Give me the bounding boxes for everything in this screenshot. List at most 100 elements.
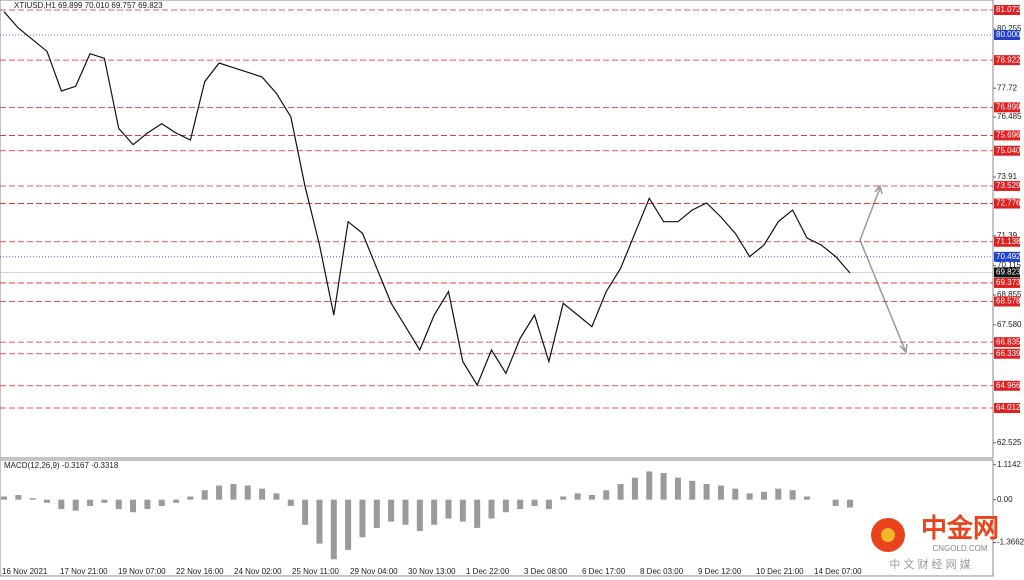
macd-bar — [416, 499, 423, 532]
macd-bar — [474, 499, 481, 528]
macd-tick-label: 0.00 — [997, 495, 1013, 504]
blue-level-label: 70.492 — [996, 252, 1021, 261]
current-price-box — [994, 267, 1020, 278]
projection-arrows — [859, 184, 908, 354]
macd-bar — [703, 483, 710, 500]
macd-bar — [87, 499, 94, 506]
macd-bar — [717, 485, 724, 500]
y-tick-label: 71.39 — [997, 231, 1018, 240]
red-level-label-box — [994, 403, 1020, 414]
macd-bar — [230, 483, 237, 500]
logo-core — [881, 528, 895, 542]
macd-bar — [488, 499, 495, 519]
red-level-label-box — [994, 102, 1020, 113]
red-level-label: 66.835 — [996, 337, 1021, 346]
macd-bar — [144, 499, 151, 510]
macd-bar — [273, 493, 280, 500]
macd-bar — [244, 485, 251, 500]
macd-bar — [259, 488, 266, 500]
red-level-label: 75.040 — [996, 146, 1021, 155]
current-price-label: 69.823 — [996, 268, 1021, 277]
macd-bar — [216, 485, 223, 500]
red-level-label-box — [994, 180, 1020, 191]
macd-bar — [373, 499, 380, 528]
chart-title: XTIUSD,H1 69.899 70.010 69.757 69.823 — [14, 1, 163, 10]
macd-tick-label: -1.3662 — [997, 538, 1024, 547]
macd-bar — [531, 499, 538, 506]
macd-bar — [29, 498, 36, 500]
price-line — [3, 11, 851, 387]
red-level-label-box — [994, 198, 1020, 209]
macd-bar — [646, 471, 653, 500]
x-tick-label: 16 Nov 2021 — [2, 567, 48, 576]
macd-bar — [689, 480, 696, 500]
macd-bar — [15, 494, 22, 500]
y-tick-label: 62.525 — [997, 438, 1022, 447]
macd-bar — [287, 499, 294, 506]
x-tick-label: 19 Nov 07:00 — [118, 567, 166, 576]
macd-bar — [201, 490, 208, 500]
macd-bar — [502, 499, 509, 513]
y-tick-label: 73.91 — [997, 172, 1018, 181]
red-level-label-box — [994, 130, 1020, 141]
price-panel — [0, 0, 994, 459]
y-tick-label: 77.72 — [997, 83, 1018, 92]
macd-bar — [359, 499, 366, 538]
red-level-label-box — [994, 145, 1020, 156]
red-level-label-box — [994, 380, 1020, 391]
macd-bar — [388, 499, 395, 522]
macd-bar — [660, 472, 667, 500]
y-tick-label: 76.485 — [997, 112, 1022, 121]
red-level-label: 75.696 — [996, 131, 1021, 140]
y-tick-label: 67.580 — [997, 320, 1022, 329]
x-tick-label: 24 Nov 02:00 — [234, 567, 282, 576]
red-level-label-box — [994, 348, 1020, 359]
macd-bar — [517, 499, 524, 510]
macd-bar — [560, 496, 567, 500]
blue-level-label-box — [994, 29, 1020, 40]
red-level-label: 69.373 — [996, 278, 1021, 287]
red-level-label: 81.072 — [996, 5, 1021, 14]
macd-bar — [459, 499, 466, 522]
macd-bar — [746, 493, 753, 500]
x-tick-label: 6 Dec 17:00 — [582, 567, 626, 576]
red-level-label: 71.138 — [996, 237, 1021, 246]
x-tick-label: 8 Dec 03:00 — [640, 567, 684, 576]
x-tick-label: 10 Dec 21:00 — [756, 567, 804, 576]
red-level-label-box — [994, 337, 1020, 348]
blue-level-label-box — [994, 251, 1020, 262]
x-tick-label: 3 Dec 08:00 — [524, 567, 568, 576]
macd-bar — [402, 499, 409, 525]
macd-bar — [732, 488, 739, 500]
macd-bar — [1, 496, 7, 500]
macd-bar — [760, 491, 767, 500]
macd-bar — [44, 499, 51, 503]
red-level-label-box — [994, 236, 1020, 247]
macd-bar — [173, 499, 180, 503]
macd-bar — [832, 499, 839, 506]
red-level-label: 64.966 — [996, 381, 1021, 390]
macd-bar — [445, 499, 452, 519]
x-tick-label: 14 Dec 07:00 — [814, 567, 862, 576]
watermark-slogan: 中 文 财 经 网 媒 — [889, 557, 970, 571]
watermark-brand: 中金网 — [921, 513, 999, 543]
macd-bar — [603, 490, 610, 500]
macd-bar — [187, 496, 194, 500]
x-tick-label: 29 Nov 04:00 — [350, 567, 398, 576]
macd-bar — [775, 488, 782, 500]
x-tick-label: 17 Nov 21:00 — [60, 567, 108, 576]
macd-bar — [574, 493, 581, 500]
y-tick-label: 80.255 — [997, 24, 1022, 33]
watermark: 中金网 CNGOLD.COM 中 文 财 经 网 媒 — [871, 513, 999, 571]
macd-bar — [588, 494, 595, 500]
x-tick-label: 9 Dec 12:00 — [698, 567, 742, 576]
macd-bar — [789, 490, 796, 500]
y-tick-label: 70.115 — [997, 261, 1021, 270]
macd-bar — [316, 499, 323, 544]
macd-bar — [330, 499, 337, 560]
red-level-label: 76.899 — [996, 102, 1021, 111]
red-level-label: 64.012 — [996, 403, 1021, 412]
red-level-label: 73.529 — [996, 181, 1021, 190]
macd-bar — [158, 499, 165, 506]
macd-bar — [545, 499, 552, 510]
